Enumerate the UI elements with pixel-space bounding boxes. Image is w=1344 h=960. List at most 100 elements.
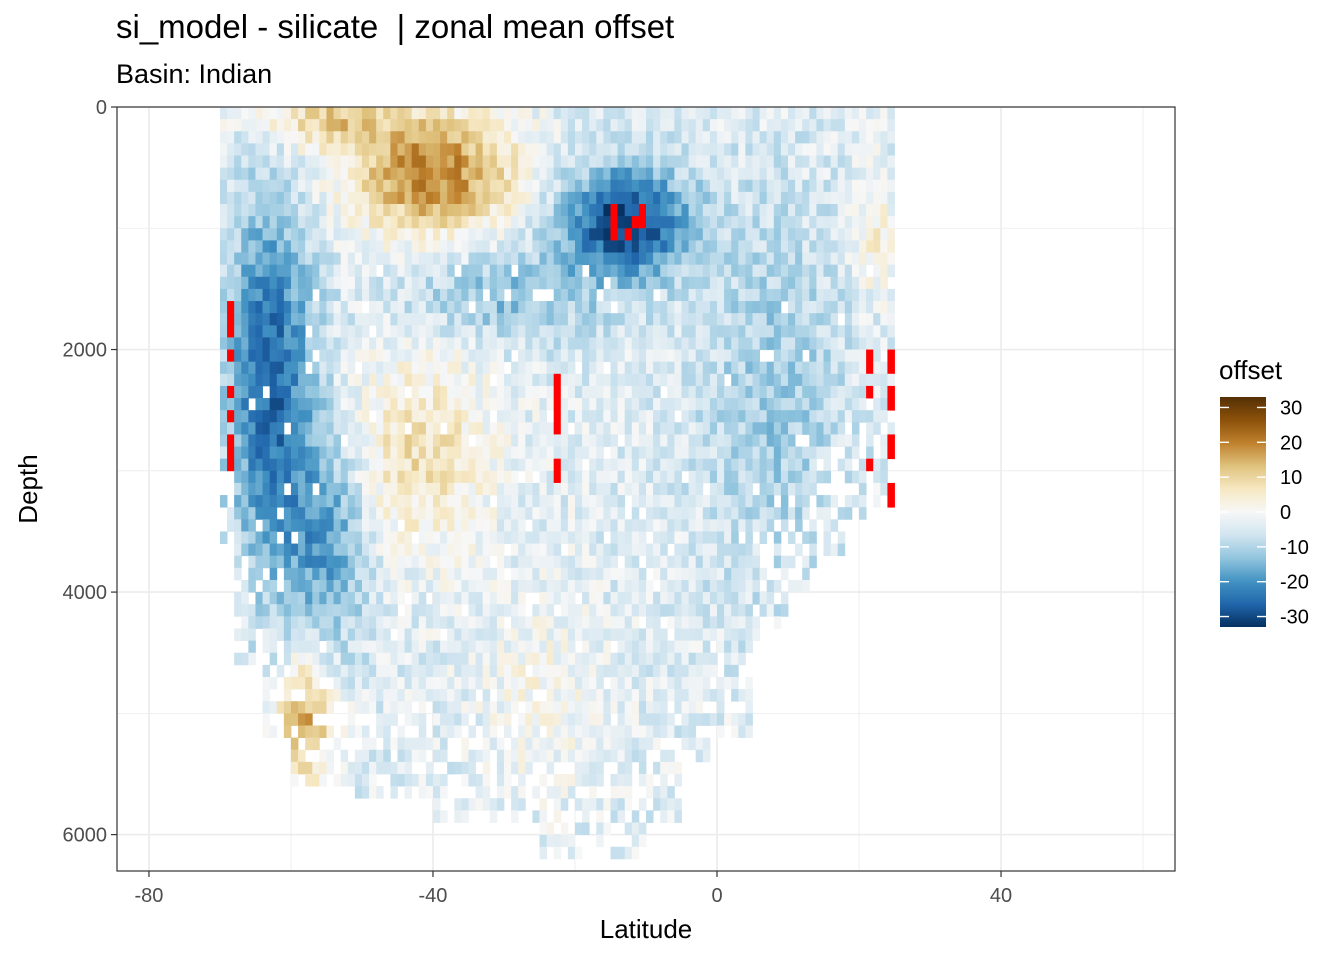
heatmap-cell <box>269 398 278 411</box>
heatmap-cell <box>553 701 562 714</box>
heatmap-cell <box>298 410 306 423</box>
heatmap-cell <box>440 616 448 629</box>
heatmap-cell <box>440 240 448 253</box>
heatmap-cell <box>340 119 349 132</box>
heatmap-cell <box>738 446 746 460</box>
heatmap-cell <box>298 240 306 253</box>
heatmap-cell <box>610 628 618 641</box>
heatmap-cell <box>780 167 789 181</box>
heatmap-cell <box>653 349 661 363</box>
heatmap-cell <box>596 761 604 775</box>
heatmap-cell <box>631 822 640 836</box>
heatmap-cell <box>646 325 654 338</box>
heatmap-cell <box>724 422 732 435</box>
heatmap-cell <box>773 191 782 205</box>
heatmap-cell <box>255 167 263 181</box>
heatmap-cell <box>447 179 455 193</box>
heatmap-cell <box>404 616 413 629</box>
heatmap-cell <box>674 592 682 605</box>
heatmap-cell <box>752 119 761 132</box>
heatmap-cell <box>617 422 626 435</box>
heatmap-cell <box>653 204 661 217</box>
heatmap-cell <box>376 786 384 799</box>
heatmap-cell <box>496 761 505 775</box>
heatmap-cell <box>518 458 526 472</box>
heatmap-cell <box>624 640 633 654</box>
heatmap-cell <box>660 434 668 447</box>
heatmap-cell <box>255 216 263 229</box>
heatmap-cell <box>468 252 476 266</box>
heatmap-cell <box>603 398 611 411</box>
heatmap-cell <box>646 446 654 460</box>
heatmap-cell <box>454 495 462 508</box>
heatmap-cell <box>468 555 476 569</box>
heatmap-cell <box>638 107 647 120</box>
heatmap-cell <box>276 240 285 253</box>
heatmap-cell <box>418 495 427 508</box>
heatmap-cell <box>539 216 547 229</box>
heatmap-cell <box>298 458 306 472</box>
heatmap-cell <box>731 191 739 205</box>
heatmap-cell <box>610 313 618 326</box>
heatmap-cell <box>830 434 839 447</box>
heatmap-cell <box>681 701 690 714</box>
heatmap-cell <box>347 507 356 520</box>
heatmap-cell <box>340 410 349 423</box>
heatmap-cell <box>283 689 292 702</box>
heatmap-cell <box>567 337 576 350</box>
heatmap-cell <box>227 349 235 363</box>
heatmap-cell <box>589 458 597 472</box>
heatmap-cell <box>823 167 832 181</box>
heatmap-cell <box>873 373 881 387</box>
heatmap-cell <box>326 664 334 678</box>
heatmap-cell <box>425 604 434 617</box>
heatmap-cell <box>646 179 654 193</box>
heatmap-cell <box>468 398 476 411</box>
heatmap-cell <box>447 507 455 520</box>
heatmap-cell <box>795 458 803 472</box>
heatmap-cell <box>560 482 569 496</box>
heatmap-cell <box>553 689 562 702</box>
heatmap-cell <box>383 761 391 775</box>
heatmap-cell <box>333 410 342 423</box>
heatmap-cell <box>241 167 249 181</box>
heatmap-cell <box>234 228 242 241</box>
heatmap-cell <box>340 325 349 338</box>
heatmap-cell <box>447 204 455 217</box>
heatmap-cell <box>759 325 768 338</box>
heatmap-cell <box>759 179 768 193</box>
heatmap-cell <box>354 228 363 241</box>
heatmap-cell <box>873 410 881 423</box>
heatmap-cell <box>461 701 469 714</box>
heatmap-cell <box>276 458 285 472</box>
heatmap-cell <box>724 337 732 350</box>
heatmap-cell <box>688 470 697 484</box>
heatmap-cell <box>646 543 654 557</box>
heatmap-cell <box>780 143 789 156</box>
heatmap-cell <box>525 579 533 593</box>
heatmap-cell <box>518 167 526 181</box>
heatmap-cell <box>589 325 597 338</box>
heatmap-cell <box>567 191 576 205</box>
heatmap-cell <box>511 676 519 690</box>
heatmap-cell <box>695 385 704 399</box>
heatmap-cell <box>617 689 626 702</box>
heatmap-cell <box>227 313 235 326</box>
heatmap-cell <box>788 398 796 411</box>
heatmap-cell <box>667 616 675 629</box>
heatmap-cell <box>418 664 427 678</box>
heatmap-cell <box>674 604 682 617</box>
heatmap-cell <box>234 507 242 520</box>
heatmap-cell <box>525 434 533 447</box>
heatmap-cell <box>269 507 278 520</box>
heatmap-cell <box>276 361 285 375</box>
heatmap-cell <box>780 325 789 338</box>
heatmap-cell <box>709 470 718 484</box>
heatmap-cell <box>603 604 611 617</box>
heatmap-cell <box>574 349 583 363</box>
heatmap-cell <box>745 446 753 460</box>
heatmap-cell <box>567 325 576 338</box>
heatmap-cell <box>383 604 391 617</box>
heatmap-cell <box>660 482 668 496</box>
heatmap-cell <box>844 252 853 266</box>
